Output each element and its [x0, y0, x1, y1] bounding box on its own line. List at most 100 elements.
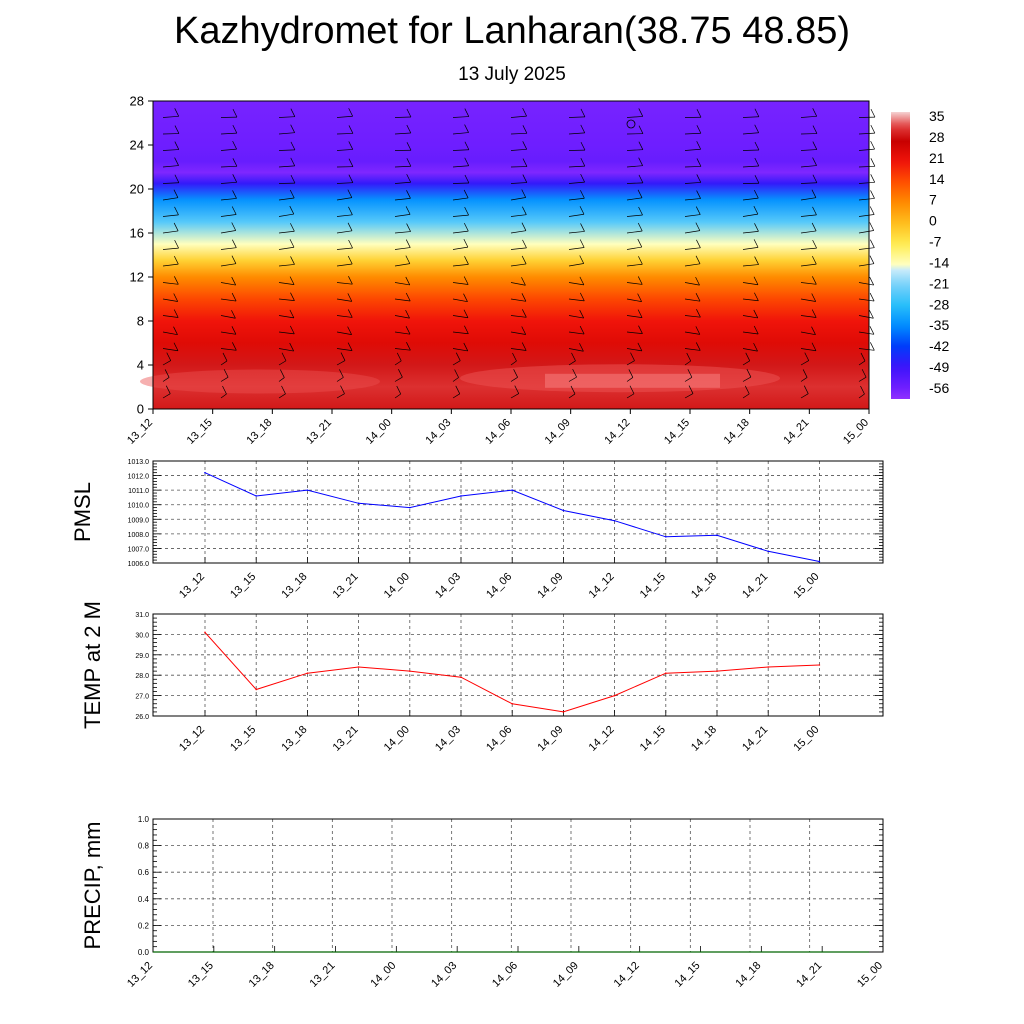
- y-tick-label: 1007.0: [128, 546, 150, 553]
- calm-wind-circle: [626, 119, 636, 129]
- wind-barb: [684, 148, 701, 151]
- wind-barb: [684, 315, 701, 318]
- data-point: [562, 711, 565, 713]
- wind-barb-flag: [638, 157, 643, 166]
- wind-barb-flag: [572, 368, 577, 378]
- wind-barb-flag: [570, 385, 576, 395]
- wind-barb: [568, 263, 584, 267]
- wind-barb: [336, 348, 353, 351]
- wind-barb-flag: [637, 276, 643, 285]
- wind-barb: [568, 298, 585, 302]
- wind-barb: [220, 376, 229, 382]
- wind-barb-flag: [753, 239, 759, 248]
- wind-barb: [626, 246, 642, 250]
- wind-barb: [684, 247, 701, 250]
- wind-barb-flag: [802, 369, 808, 378]
- wind-barb-flag: [514, 385, 520, 394]
- wind-barb-flag: [513, 369, 518, 378]
- wind-barb-flag: [463, 276, 469, 285]
- wind-barb: [394, 231, 411, 234]
- data-point: [511, 702, 513, 705]
- wind-barb-flag: [347, 189, 353, 198]
- wind-barb-flag: [232, 342, 237, 351]
- wind-barb-flag: [463, 309, 469, 318]
- wind-barb: [800, 282, 817, 285]
- wind-barb: [800, 315, 817, 318]
- wind-barb: [684, 263, 701, 267]
- wind-barb: [742, 165, 759, 168]
- x-tick-label: 13_15: [228, 571, 258, 601]
- wind-barb-flag: [405, 255, 411, 264]
- wind-barb-flag: [521, 342, 527, 351]
- wind-barb: [510, 348, 527, 351]
- wind-barb-flag: [637, 222, 643, 232]
- wind-barb-flag: [521, 277, 526, 286]
- wind-barb: [394, 282, 410, 286]
- wind-barb-flag: [405, 292, 411, 302]
- wind-barb-flag: [398, 369, 403, 378]
- wind-barb-flag: [406, 158, 412, 167]
- chart-subtitle: 13 July 2025: [458, 64, 566, 85]
- wind-barb-flag: [340, 385, 345, 394]
- wind-barb: [510, 263, 527, 267]
- wind-barb: [220, 247, 237, 250]
- data-point: [357, 502, 360, 505]
- wind-barb-flag: [464, 124, 469, 133]
- data-point: [460, 676, 462, 679]
- wind-barb-flag: [870, 174, 876, 183]
- wind-barb-flag: [396, 385, 402, 395]
- wind-barb: [394, 360, 402, 366]
- wind-barb-flag: [753, 309, 759, 319]
- wind-barb-flag: [464, 256, 469, 265]
- wind-barb-flag: [695, 326, 701, 335]
- y-tick-label: 8: [137, 314, 144, 329]
- wind-barb-flag: [869, 292, 875, 302]
- panel-frame: [152, 818, 884, 953]
- wind-barb-flag: [696, 239, 701, 248]
- wind-barb-flag: [405, 276, 411, 286]
- wind-barb: [220, 181, 237, 184]
- wind-barb: [858, 348, 875, 351]
- wind-barb: [568, 348, 584, 352]
- wind-barb-flag: [348, 239, 353, 249]
- wind-barb: [394, 116, 411, 118]
- wind-barb: [684, 360, 691, 366]
- wind-barb: [858, 360, 866, 366]
- wind-barb: [336, 214, 353, 217]
- wind-barb-flag: [406, 142, 412, 151]
- wind-barb: [336, 115, 353, 118]
- wind-barb: [568, 315, 584, 319]
- data-point: [665, 535, 667, 538]
- wind-barb-flag: [811, 222, 817, 232]
- data-point: [716, 670, 718, 672]
- y-tick-label: 0.4: [138, 895, 150, 904]
- wind-barb-flag: [289, 309, 295, 319]
- wind-barb: [858, 331, 874, 335]
- wind-barb-flag: [348, 206, 353, 215]
- wind-barb-flag: [630, 352, 635, 361]
- x-tick-label: 13_21: [308, 960, 338, 990]
- wind-barb: [510, 377, 518, 382]
- x-tick-label: 14_15: [638, 724, 668, 754]
- wind-barb: [858, 165, 875, 168]
- x-tick-label: 14_18: [689, 724, 719, 754]
- x-tick-label: 14_12: [602, 417, 632, 447]
- wind-barb: [336, 149, 353, 151]
- wind-barb: [162, 149, 179, 151]
- wind-barb: [220, 315, 236, 319]
- wind-barb-flag: [579, 309, 584, 319]
- x-tick-label: 14_12: [587, 571, 617, 601]
- wind-barb-flag: [812, 239, 817, 249]
- wind-barb-flag: [686, 352, 692, 362]
- wind-barb-flag: [638, 174, 644, 184]
- wind-barb-flag: [860, 352, 866, 362]
- wind-barb: [684, 230, 700, 234]
- data-point: [255, 688, 257, 691]
- y-tick-label: 28.0: [135, 673, 149, 680]
- wind-barb: [510, 331, 526, 335]
- wind-barb: [568, 213, 585, 217]
- wind-barb-flag: [289, 325, 295, 335]
- colorbar-bar: [891, 112, 910, 399]
- y-tick-label: 1008.0: [128, 532, 150, 539]
- wind-barb: [452, 116, 469, 118]
